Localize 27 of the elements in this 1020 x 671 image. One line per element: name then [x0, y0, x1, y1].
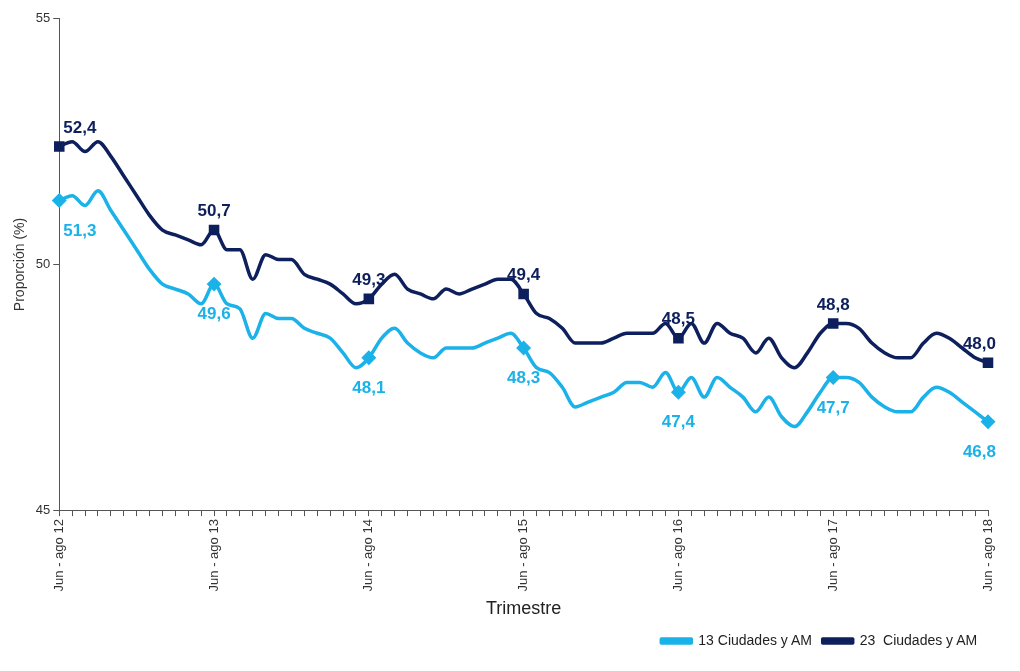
x-tick-label: Jun - ago 14	[360, 519, 376, 592]
x-tick-label: Jun - ago 16	[670, 519, 685, 592]
data-label: 49,6	[197, 304, 231, 324]
x-tick-label: Jun - ago 12	[50, 519, 66, 592]
data-label: 47,4	[661, 412, 696, 432]
x-tick-label: Jun - ago 15	[515, 519, 531, 592]
data-label: 50,7	[197, 201, 231, 221]
data-label: 52,4	[63, 117, 97, 137]
y-tick-label: 45	[35, 501, 51, 517]
y-tick-label: 50	[35, 256, 51, 272]
x-tick-label: Jun - ago 18	[979, 519, 995, 592]
y-axis-title: Proporción (%)	[11, 217, 28, 312]
data-label: 49,4	[507, 265, 541, 285]
data-label: 46,8	[962, 441, 996, 461]
legend-label: 23 Ciudades y AM	[859, 631, 978, 648]
x-axis-title: Trimestre	[485, 598, 562, 619]
data-label: 48,1	[352, 378, 386, 397]
data-label: 47,7	[816, 397, 850, 417]
data-label: 48,0	[962, 333, 996, 353]
data-label: 51,3	[63, 220, 97, 240]
x-tick-label: Jun - ago 17	[824, 519, 840, 592]
data-label: 48,5	[661, 309, 695, 329]
y-tick-label: 55	[35, 10, 51, 26]
data-label: 48,8	[816, 294, 850, 314]
data-label: 48,3	[507, 368, 541, 388]
legend-label: 13 Ciudades y AM	[698, 631, 812, 648]
x-tick-label: Jun - ago 13	[205, 519, 221, 592]
